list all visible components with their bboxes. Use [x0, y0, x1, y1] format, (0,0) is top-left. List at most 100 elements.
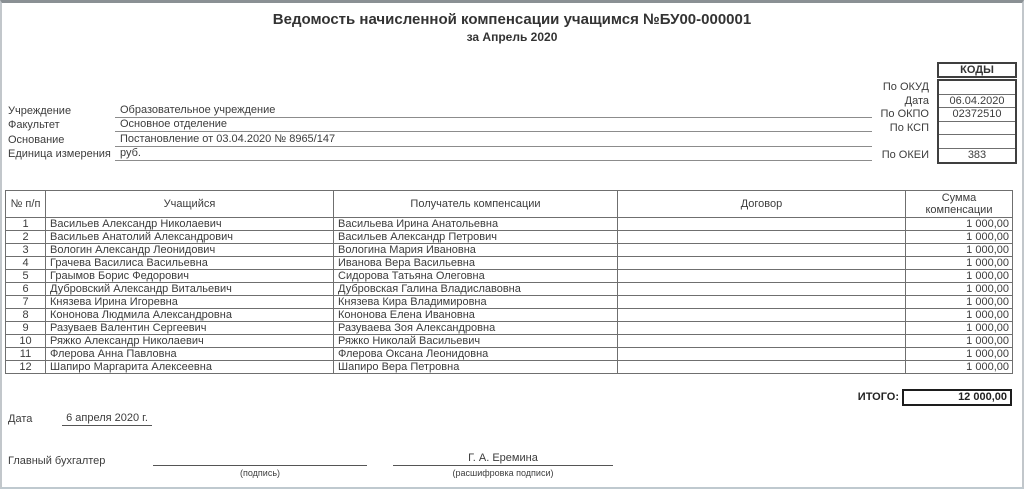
table-row: 12 Шапиро Маргарита Алексеевна Шапиро Вера…: [5, 360, 1013, 374]
row-number: 5: [5, 269, 46, 283]
amount-cell: 1 000,00: [905, 269, 1013, 283]
recipient-name: Сидорова Татьяна Олеговна: [333, 269, 618, 283]
page-title: Ведомость начисленной компенсации учащим…: [272, 11, 752, 28]
codes-values-box: 06.04.2020 02372510 383: [937, 79, 1017, 164]
amount-cell: 1 000,00: [905, 308, 1013, 322]
field-value: руб.: [115, 147, 872, 162]
total-row: ИТОГО: 12 000,00: [5, 389, 1012, 406]
amount-cell: 1 000,00: [905, 217, 1013, 231]
student-name: Ряжко Александр Николаевич: [45, 334, 334, 348]
footer-date-value: 6 апреля 2020 г.: [62, 412, 152, 426]
code-label: По КСП: [889, 121, 929, 134]
header-recipient: Получатель компенсации: [333, 190, 618, 218]
amount-cell: 1 000,00: [905, 321, 1013, 335]
code-value: 06.04.2020: [939, 95, 1015, 108]
student-name: Князева Ирина Игоревна: [45, 295, 334, 309]
contract-cell: [617, 269, 906, 283]
table-row: 4 Грачева Василиса Васильевна Иванова Вера…: [5, 256, 1013, 270]
header-number: № п/п: [5, 190, 46, 218]
table-row: 7 Князева Ирина Игоревна Князева Кира Влад…: [5, 295, 1013, 309]
contract-cell: [617, 256, 906, 270]
amount-cell: 1 000,00: [905, 256, 1013, 270]
contract-cell: [617, 230, 906, 244]
codes-header: КОДЫ: [937, 62, 1017, 78]
contract-cell: [617, 360, 906, 374]
table-row: 10 Ряжко Александр Николаевич Ряжко Никола…: [5, 334, 1013, 348]
contract-cell: [617, 308, 906, 322]
code-value: [939, 81, 1015, 95]
contract-cell: [617, 347, 906, 361]
table-row: 3 Вологин Александр Леонидович Вологина Ма…: [5, 243, 1013, 257]
contract-cell: [617, 243, 906, 257]
contract-cell: [617, 282, 906, 296]
recipient-name: Дубровская Галина Владиславовна: [333, 282, 618, 296]
field-value: Образовательное учреждение: [115, 104, 872, 118]
row-number: 2: [5, 230, 46, 244]
amount-cell: 1 000,00: [905, 360, 1013, 374]
field-label: Основание: [8, 133, 65, 146]
recipient-name: Кононова Елена Ивановна: [333, 308, 618, 322]
field-value: Постановление от 03.04.2020 № 8965/147: [115, 133, 872, 147]
header-student: Учащийся: [45, 190, 334, 218]
amount-cell: 1 000,00: [905, 334, 1013, 348]
student-name: Граымов Борис Федорович: [45, 269, 334, 283]
code-value: [939, 122, 1015, 135]
amount-cell: 1 000,00: [905, 230, 1013, 244]
signature-name-block: Г. А. Еремина (расшифровка подписи): [393, 451, 613, 478]
table-row: 8 Кононова Людмила Александровна Кононова …: [5, 308, 1013, 322]
field-value: Основное отделение: [115, 118, 872, 133]
footer-date-label: Дата: [8, 413, 33, 425]
amount-cell: 1 000,00: [905, 243, 1013, 257]
contract-cell: [617, 334, 906, 348]
codes-labels: По ОКУД Дата По ОКПО По КСП По ОКЕИ: [790, 81, 933, 162]
recipient-name: Шапиро Вера Петровна: [333, 360, 618, 374]
recipient-name: Иванова Вера Васильевна: [333, 256, 618, 270]
row-number: 1: [5, 217, 46, 231]
row-number: 4: [5, 256, 46, 270]
contract-cell: [617, 217, 906, 231]
amount-cell: 1 000,00: [905, 295, 1013, 309]
row-number: 6: [5, 282, 46, 296]
student-name: Грачева Василиса Васильевна: [45, 256, 334, 270]
student-name: Вологин Александр Леонидович: [45, 243, 334, 257]
field-label: Учреждение: [8, 104, 72, 117]
signature-name: Г. А. Еремина: [393, 451, 613, 466]
header-amount: Сумма компенсации: [905, 190, 1013, 218]
contract-cell: [617, 321, 906, 335]
contract-cell: [617, 295, 906, 309]
recipient-name: Князева Кира Владимировна: [333, 295, 618, 309]
student-name: Васильев Анатолий Александрович: [45, 230, 334, 244]
recipient-name: Разуваева Зоя Александровна: [333, 321, 618, 335]
field-row: Единица измерения руб.: [8, 147, 872, 162]
amount-cell: 1 000,00: [905, 282, 1013, 296]
total-value: 12 000,00: [902, 389, 1012, 406]
total-label: ИТОГО:: [857, 391, 899, 403]
table-row: 6 Дубровский Александр Витальевич Дубровск…: [5, 282, 1013, 296]
recipient-name: Ряжко Николай Васильевич: [333, 334, 618, 348]
header-contract: Договор: [617, 190, 906, 218]
field-row: Факультет Основное отделение: [8, 118, 872, 133]
field-row: Основание Постановление от 03.04.2020 № 8…: [8, 132, 872, 147]
signature-name-caption: (расшифровка подписи): [452, 468, 554, 478]
page-subtitle: за Апрель 2020: [466, 30, 558, 44]
table-row: 9 Разуваев Валентин Сергеевич Разуваева Зо…: [5, 321, 1013, 335]
requisites-fields: Учреждение Образовательное учреждение Факу…: [8, 103, 872, 162]
recipient-name: Васильев Александр Петрович: [333, 230, 618, 244]
recipient-name: Васильева Ирина Анатольевна: [333, 217, 618, 231]
code-value: 02372510: [939, 108, 1015, 122]
row-number: 10: [5, 334, 46, 348]
row-number: 9: [5, 321, 46, 335]
field-row: Учреждение Образовательное учреждение: [8, 103, 872, 118]
table-row: 1 Васильев Александр Николаевич Васильева …: [5, 217, 1013, 231]
table-row: 5 Граымов Борис Федорович Сидорова Татьяна…: [5, 269, 1013, 283]
code-label: По ОКЕИ: [881, 148, 929, 161]
code-value: 383: [967, 148, 987, 161]
code-label: Дата: [904, 94, 929, 107]
row-number: 8: [5, 308, 46, 322]
code-label: По ОКПО: [880, 108, 929, 120]
signature-caption: (подпись): [239, 468, 281, 478]
student-name: Кононова Людмила Александровна: [45, 308, 334, 322]
recipient-name: Вологина Мария Ивановна: [333, 243, 618, 257]
code-label: По ОКУД: [882, 81, 929, 93]
student-name: Разуваев Валентин Сергеевич: [45, 321, 334, 335]
